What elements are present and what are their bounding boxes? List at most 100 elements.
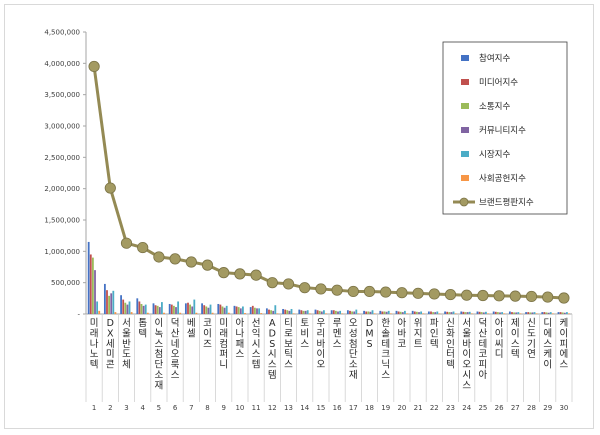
bar-소통지수: [334, 310, 337, 314]
bar-미디어지수: [154, 305, 157, 314]
bar-사회공헌지수: [114, 312, 117, 314]
legend-label: 시장지수: [479, 149, 510, 160]
y-tick-label: 4,500,000: [44, 29, 80, 37]
bar-시장지수: [193, 299, 196, 314]
rank-label: 16: [333, 404, 342, 412]
bar-커뮤니티지수: [239, 308, 242, 314]
rank-label: 9: [221, 404, 225, 412]
bar-시장지수: [517, 312, 520, 314]
bar-사회공헌지수: [292, 313, 295, 314]
bar-참여지수: [460, 311, 463, 314]
bar-미디어지수: [349, 310, 351, 314]
rank-label: 25: [478, 404, 487, 412]
rank-label: 13: [284, 404, 293, 412]
bar-소통지수: [221, 306, 224, 314]
bar-참여지수: [87, 241, 90, 314]
bar-소통지수: [561, 312, 564, 314]
bar-사회공헌지수: [535, 313, 538, 314]
bar-소통지수: [496, 312, 499, 314]
brand-reputation-point: [250, 269, 262, 281]
bar-커뮤니티지수: [207, 307, 210, 314]
rank-label: 11: [252, 404, 261, 412]
bar-참여지수: [525, 312, 527, 314]
bar-참여지수: [379, 310, 382, 314]
brand-reputation-point: [299, 282, 311, 294]
brand-reputation-point: [185, 256, 197, 268]
rank-label: 4: [140, 404, 145, 412]
brand-line: [88, 60, 570, 304]
bar-미디어지수: [332, 310, 335, 314]
bar-사회공헌지수: [422, 313, 425, 314]
rank-label: 14: [300, 404, 309, 412]
bar-미디어지수: [138, 301, 141, 314]
bar-소통지수: [237, 307, 240, 314]
brand-reputation-point: [201, 259, 214, 271]
rank-label: 19: [381, 404, 390, 412]
bar-시장지수: [404, 310, 406, 314]
bar-미디어지수: [462, 311, 465, 314]
bar-소통지수: [108, 295, 110, 314]
y-tick-label: 1,500,000: [44, 217, 80, 225]
bar-커뮤니티지수: [175, 307, 177, 314]
bar-소통지수: [318, 310, 321, 314]
bar-소통지수: [91, 257, 94, 314]
bar-미디어지수: [559, 312, 562, 314]
legend-label: 미디어지수: [479, 77, 518, 88]
bar-소통지수: [367, 311, 370, 314]
rank-label: 7: [189, 404, 193, 412]
bar-커뮤니티지수: [288, 310, 291, 314]
bar-사회공헌지수: [503, 313, 506, 314]
bar-사회공헌지수: [276, 313, 279, 314]
y-tick-label: 2,000,000: [44, 185, 80, 193]
bar-사회공헌지수: [260, 313, 263, 314]
bars: [87, 241, 570, 314]
bar-미디어지수: [300, 310, 303, 314]
bar-사회공헌지수: [406, 313, 408, 314]
brand-reputation-point: [444, 288, 457, 301]
bar-참여지수: [476, 311, 479, 314]
y-tick-label: 4,000,000: [44, 60, 80, 68]
bar-시장지수: [209, 304, 212, 314]
bar-소통지수: [205, 306, 208, 314]
bar-시장지수: [144, 304, 147, 314]
bar-소통지수: [432, 312, 434, 314]
bar-커뮤니티지수: [110, 293, 113, 314]
bar-참여지수: [330, 310, 333, 314]
rank-label: 10: [235, 404, 244, 412]
bar-미디어지수: [268, 309, 270, 314]
brand-reputation-point: [477, 289, 489, 302]
bar-미디어지수: [527, 312, 530, 314]
bar-커뮤니티지수: [369, 311, 372, 314]
y-tick-label: -: [77, 311, 80, 319]
bar-소통지수: [399, 311, 402, 314]
bar-소통지수: [253, 307, 256, 314]
bar-사회공헌지수: [470, 313, 473, 314]
bar-소통지수: [464, 312, 467, 314]
bar-참여지수: [233, 305, 236, 314]
bar-시장지수: [452, 311, 455, 314]
bar-시장지수: [290, 308, 293, 314]
bar-시장지수: [371, 310, 374, 314]
bar-소통지수: [156, 305, 159, 314]
bar-시장지수: [323, 310, 325, 314]
bar-참여지수: [557, 312, 560, 314]
rank-label: 29: [543, 404, 552, 412]
bar-참여지수: [314, 309, 317, 314]
bar-커뮤니티지수: [466, 312, 469, 314]
brand-reputation-point: [428, 288, 440, 300]
brand-reputation-point: [396, 287, 408, 299]
y-tick-label: 500,000: [51, 279, 80, 287]
